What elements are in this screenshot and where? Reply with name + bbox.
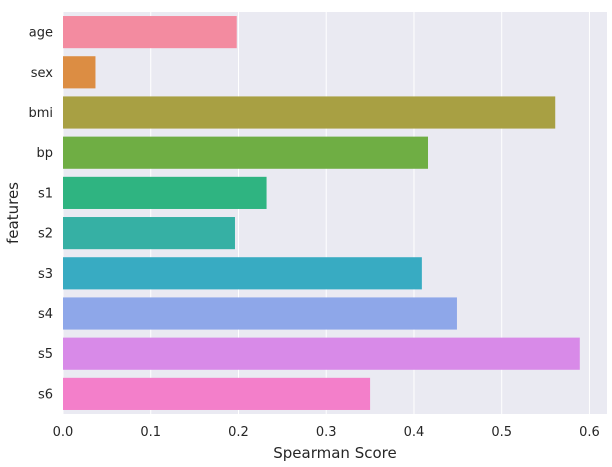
x-tick-label: 0.3 — [316, 425, 337, 440]
y-tick-labels: age sex bmi bp s1 s2 s3 s4 s5 s6 — [28, 26, 53, 403]
y-tick-label-s1: s1 — [38, 186, 53, 201]
bar-bmi — [63, 96, 556, 129]
y-tick-label-s2: s2 — [38, 227, 53, 242]
y-tick-label-s5: s5 — [38, 347, 53, 362]
x-tick-labels: 0.0 0.1 0.2 0.3 0.4 0.5 0.6 — [53, 425, 600, 440]
y-tick-label-s3: s3 — [38, 267, 53, 282]
bar-bp — [63, 136, 429, 169]
bar-age — [63, 16, 237, 49]
bar-sex — [63, 56, 96, 89]
y-tick-label-sex: sex — [31, 66, 54, 81]
y-tick-label-s6: s6 — [38, 387, 53, 402]
y-tick-label-bmi: bmi — [28, 106, 53, 121]
y-axis-label: features — [4, 182, 22, 244]
bar-s3 — [63, 257, 422, 290]
bar-s4 — [63, 297, 457, 330]
bar-s6 — [63, 377, 371, 410]
y-tick-label-bp: bp — [36, 146, 53, 161]
x-tick-label: 0.4 — [404, 425, 425, 440]
bar-s1 — [63, 176, 267, 209]
bar-s5 — [63, 337, 580, 370]
x-tick-label: 0.1 — [140, 425, 161, 440]
y-tick-label-s4: s4 — [38, 307, 53, 322]
bars — [63, 16, 580, 410]
x-tick-label: 0.5 — [491, 425, 512, 440]
bar-s2 — [63, 217, 235, 250]
x-tick-label: 0.0 — [53, 425, 74, 440]
x-tick-label: 0.2 — [228, 425, 249, 440]
y-tick-label-age: age — [29, 26, 53, 41]
x-axis-label: Spearman Score — [273, 444, 396, 462]
x-tick-label: 0.6 — [579, 425, 600, 440]
